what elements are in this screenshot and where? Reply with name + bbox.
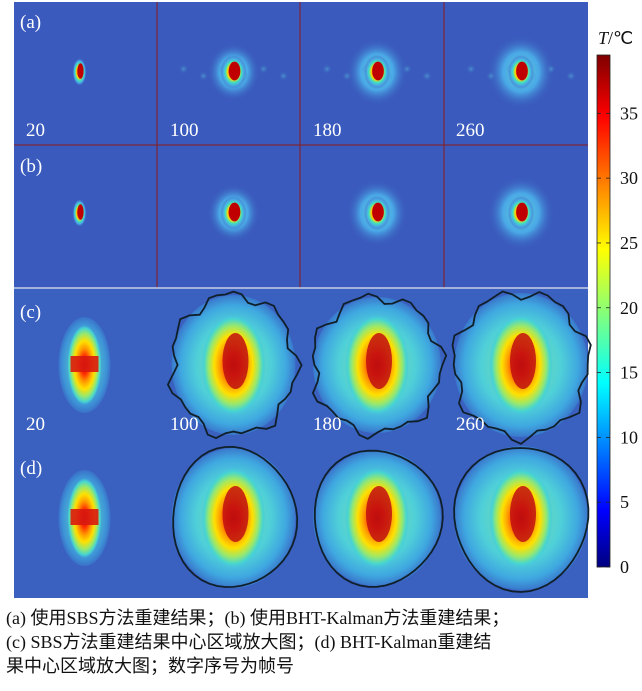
contour-line-c [166,290,303,440]
noise-speck [322,64,332,74]
colorbar-tick-label: 15 [620,363,638,383]
hot-core-a [372,61,384,81]
frame-label-c-3: 180 [313,414,342,435]
hot-core-d [222,486,249,542]
hot-core-a [77,63,84,79]
colorbar-title-unit: /℃ [608,28,633,48]
hot-core-d [510,486,536,542]
frame-label-a-3: 180 [313,120,342,141]
figure: (a) (b) (c) (d) 20 100 180 260 20 100 18… [14,2,638,598]
caption-line-1: (a) 使用SBS方法重建结果；(b) 使用BHT-Kalman方法重建结果； [6,608,510,628]
colorbar-gradient [596,54,611,568]
noise-speck [422,71,432,81]
noise-speck [566,71,576,81]
frame-label-a-2: 100 [170,120,199,141]
hot-core-c [510,333,536,389]
colorbar-tick-label: 5 [620,492,629,512]
hot-core-c [366,333,392,389]
noise-speck [486,71,496,81]
noise-speck [342,71,352,81]
hot-core-a [228,61,241,81]
frame-label-a-1: 20 [26,120,45,141]
panel-label-c: (c) [20,302,41,323]
hot-core-d [366,486,392,542]
colorbar-tick-label: 25 [620,233,638,253]
hot-band-c [70,356,99,372]
hot-band-d [70,509,99,525]
contour-line-d [172,445,299,588]
hot-core-c [222,333,249,389]
hot-core-b [516,202,528,222]
hot-core-b [228,202,241,222]
noise-speck [178,64,189,74]
noise-speck [198,71,209,81]
hot-core-a [516,61,528,81]
panel-grid [14,2,588,289]
frame-label-a-4: 260 [456,120,485,141]
frame-label-c-1: 20 [26,414,45,435]
colorbar-ticks: 35 30 25 20 15 10 5 0 [597,103,638,577]
contour-line-c [311,292,448,440]
thermal-blobs [58,35,592,593]
frame-label-c-2: 100 [170,414,199,435]
frame-label-c-4: 260 [456,414,485,435]
colorbar-tick-label: 35 [620,103,638,123]
panel-label-b: (b) [20,156,42,177]
hot-core-b [77,204,84,220]
noise-speck [278,71,289,81]
panel-label-d: (d) [20,458,42,479]
noise-speck [402,64,412,74]
colorbar-title: T/℃ [598,28,633,48]
noise-speck [466,64,476,74]
colorbar: T/℃ 35 30 25 20 15 10 5 0 [596,28,638,577]
hot-core-b [372,202,384,222]
contour-line-c [451,290,592,445]
colorbar-tick-label: 30 [620,168,638,188]
noise-speck [258,64,269,74]
colorbar-title-variable: T [598,28,610,48]
contour-line-d [453,447,590,593]
colorbar-tick-label: 20 [620,298,638,318]
contour-line-d [313,449,444,588]
panel-label-a: (a) [20,12,41,33]
colorbar-tick-label: 0 [620,557,629,577]
colorbar-tick-label: 10 [620,427,638,447]
noise-speck [546,64,556,74]
caption-line-2: (c) SBS方法重建结果中心区域放大图；(d) BHT-Kalman重建结 [6,632,492,652]
figure-caption: (a) 使用SBS方法重建结果；(b) 使用BHT-Kalman方法重建结果； … [6,606,638,678]
caption-line-3: 果中心区域放大图；数字序号为帧号 [6,656,294,676]
